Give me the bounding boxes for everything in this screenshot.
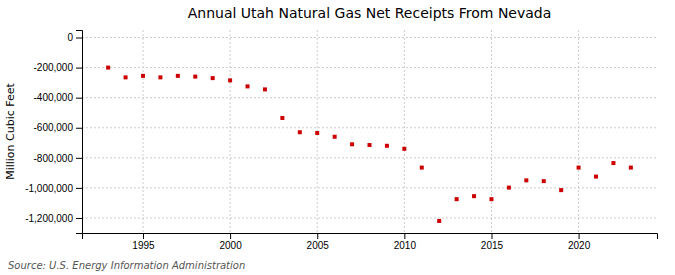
- point: [368, 143, 372, 147]
- point: [437, 219, 441, 223]
- y-axis-title: Million Cubic Feet: [4, 82, 17, 179]
- x-grid-line: [142, 30, 143, 233]
- chart: 1995 2000 2005 2010 2015 2020 0 -200,000 -400,00…: [0, 0, 675, 275]
- y-axis-tick-mark: [76, 188, 82, 189]
- y-grid-line: [82, 157, 657, 158]
- x-grid-line: [230, 30, 231, 233]
- x-axis-tick-label: 1995: [132, 240, 155, 251]
- y-axis-tick: -1,200,000: [25, 213, 82, 224]
- point: [263, 87, 267, 91]
- x-axis-tick: 2015: [481, 233, 504, 251]
- x-axis: 1995 2000 2005 2010 2015 2020: [83, 233, 658, 251]
- point: [141, 74, 145, 78]
- x-axis-tick-mark: [317, 233, 318, 239]
- x-axis-tick: 2005: [307, 233, 330, 251]
- y-grid-line: [82, 127, 657, 128]
- y-axis-tick-mark: [76, 158, 82, 159]
- point: [611, 161, 615, 165]
- point: [246, 84, 250, 88]
- x-axis-tick-mark: [579, 233, 580, 239]
- y-grid-line: [82, 217, 657, 218]
- y-axis-tick: -200,000: [34, 62, 82, 73]
- point: [176, 74, 180, 78]
- y-axis-tick: -600,000: [34, 122, 82, 133]
- point: [280, 116, 284, 120]
- y-axis: 0 -200,000 -400,000 -600,000 -800,000 -1,000,…: [25, 31, 82, 234]
- y-axis-tick-label: 0: [67, 32, 73, 43]
- x-axis-tick-mark: [143, 233, 144, 239]
- y-grid-line: [82, 37, 657, 38]
- plot: 1995 2000 2005 2010 2015 2020 0 -200,000 -400,00…: [25, 30, 657, 251]
- y-grid-line: [82, 97, 657, 98]
- y-axis-line: [76, 31, 83, 234]
- point: [455, 197, 459, 201]
- x-axis-tick-label: 2020: [568, 240, 591, 251]
- y-axis-tick: 0: [67, 32, 82, 43]
- y-axis-tick-mark: [76, 98, 82, 99]
- x-axis-tick-mark: [404, 233, 405, 239]
- x-axis-line: [83, 234, 658, 240]
- point: [489, 197, 493, 201]
- y-grid-line: [82, 67, 657, 68]
- x-axis-tick: 2010: [394, 233, 417, 251]
- point: [315, 131, 319, 135]
- x-axis-tick-label: 2010: [394, 240, 417, 251]
- point: [106, 66, 110, 70]
- point: [402, 147, 406, 151]
- y-axis-tick-label: -800,000: [34, 153, 74, 164]
- y-axis-tick: -800,000: [34, 153, 82, 164]
- x-axis-tick: 1995: [132, 233, 155, 251]
- x-axis-tick-mark: [491, 233, 492, 239]
- y-axis-tick-label: -600,000: [34, 122, 74, 133]
- annotation: Source: U.S. Energy Information Administ…: [8, 260, 245, 271]
- y-axis-tick-label: -200,000: [34, 62, 74, 73]
- point: [298, 130, 302, 134]
- x-grid-line: [404, 30, 405, 233]
- point: [507, 186, 511, 190]
- y-axis-tick-mark: [76, 218, 82, 219]
- y-axis-tick-label: -1,200,000: [25, 213, 73, 224]
- y-grid-line: [82, 187, 657, 188]
- x-grid-line: [578, 30, 579, 233]
- point: [524, 178, 528, 182]
- point: [193, 75, 197, 79]
- y-axis-tick: -1,000,000: [25, 183, 82, 194]
- y-axis-tick-mark: [76, 128, 82, 129]
- point: [629, 166, 633, 170]
- x-axis-tick-label: 2015: [481, 240, 504, 251]
- point: [542, 179, 546, 183]
- point: [594, 175, 598, 179]
- grid: [82, 30, 657, 233]
- x-axis-tick: 2000: [219, 233, 242, 251]
- point: [228, 78, 232, 82]
- point: [124, 75, 128, 79]
- points: [106, 66, 633, 223]
- y-axis-tick-label: -400,000: [34, 92, 74, 103]
- y-axis-tick: -400,000: [34, 92, 82, 103]
- point: [211, 76, 215, 80]
- title: Annual Utah Natural Gas Net Receipts Fro…: [188, 5, 552, 21]
- point: [158, 75, 162, 79]
- x-axis-tick-mark: [230, 233, 231, 239]
- x-axis-tick-label: 2000: [219, 240, 242, 251]
- point: [472, 194, 476, 198]
- point: [333, 135, 337, 139]
- x-axis-tick-label: 2005: [307, 240, 330, 251]
- y-axis-tick-mark: [76, 38, 82, 39]
- y-axis-tick-label: -1,000,000: [25, 183, 73, 194]
- x-axis-tick: 2020: [568, 233, 591, 251]
- point: [350, 142, 354, 146]
- point: [559, 188, 563, 192]
- x-grid-line: [491, 30, 492, 233]
- y-axis-tick-mark: [76, 68, 82, 69]
- point: [385, 144, 389, 148]
- point: [420, 166, 424, 170]
- point: [577, 166, 581, 170]
